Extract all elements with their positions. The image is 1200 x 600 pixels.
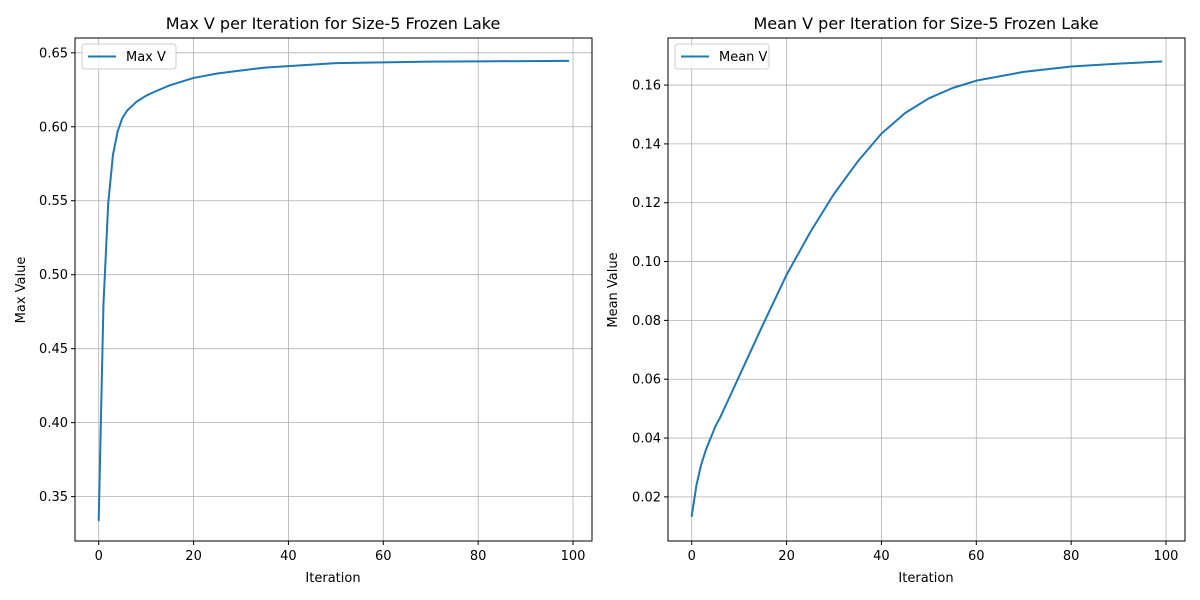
x-tick-label: 20 <box>185 549 202 564</box>
y-axis-label: Mean Value <box>606 252 621 327</box>
chart-max-v: Max V per Iteration for Size-5 Frozen La… <box>14 14 593 586</box>
y-tick-label: 0.40 <box>39 416 68 431</box>
x-tick-label: 40 <box>280 549 297 564</box>
y-tick-label: 0.45 <box>39 342 68 357</box>
y-tick-label: 0.65 <box>39 46 68 61</box>
chart-title: Max V per Iteration for Size-5 Frozen La… <box>166 14 501 33</box>
x-tick-label: 80 <box>470 549 487 564</box>
y-tick-label: 0.06 <box>632 373 661 388</box>
x-tick-label: 100 <box>561 549 586 564</box>
y-tick-label: 0.60 <box>39 120 68 135</box>
series-line <box>97 59 570 522</box>
x-tick-label: 0 <box>95 549 103 564</box>
y-tick-label: 0.02 <box>632 490 661 505</box>
x-axis-label: Iteration <box>898 571 953 586</box>
x-tick-label: 100 <box>1154 549 1179 564</box>
series-line <box>690 60 1163 517</box>
plot-frame <box>667 37 1186 542</box>
legend-label: Max V <box>126 50 166 65</box>
y-tick-label: 0.50 <box>39 268 68 283</box>
y-tick-label: 0.35 <box>39 490 68 505</box>
y-tick-label: 0.16 <box>632 79 661 94</box>
x-tick-label: 40 <box>873 549 890 564</box>
x-tick-label: 60 <box>968 549 985 564</box>
y-tick-label: 0.10 <box>632 255 661 270</box>
y-tick-label: 0.08 <box>632 314 661 329</box>
y-tick-label: 0.14 <box>632 137 661 152</box>
legend-box <box>674 43 770 70</box>
x-axis-label: Iteration <box>305 571 360 586</box>
legend-box <box>81 43 177 70</box>
y-axis-label: Max Value <box>14 257 29 324</box>
x-tick-label: 80 <box>1063 549 1080 564</box>
y-tick-label: 0.55 <box>39 194 68 209</box>
x-tick-label: 60 <box>375 549 392 564</box>
chart-mean-v: Mean V per Iteration for Size-5 Frozen L… <box>606 14 1186 586</box>
y-tick-label: 0.04 <box>632 432 661 447</box>
plot-frame <box>74 37 593 542</box>
y-tick-label: 0.12 <box>632 196 661 211</box>
x-tick-label: 20 <box>778 549 795 564</box>
legend-label: Mean V <box>719 50 768 65</box>
chart-title: Mean V per Iteration for Size-5 Frozen L… <box>753 14 1098 33</box>
x-tick-label: 0 <box>688 549 696 564</box>
